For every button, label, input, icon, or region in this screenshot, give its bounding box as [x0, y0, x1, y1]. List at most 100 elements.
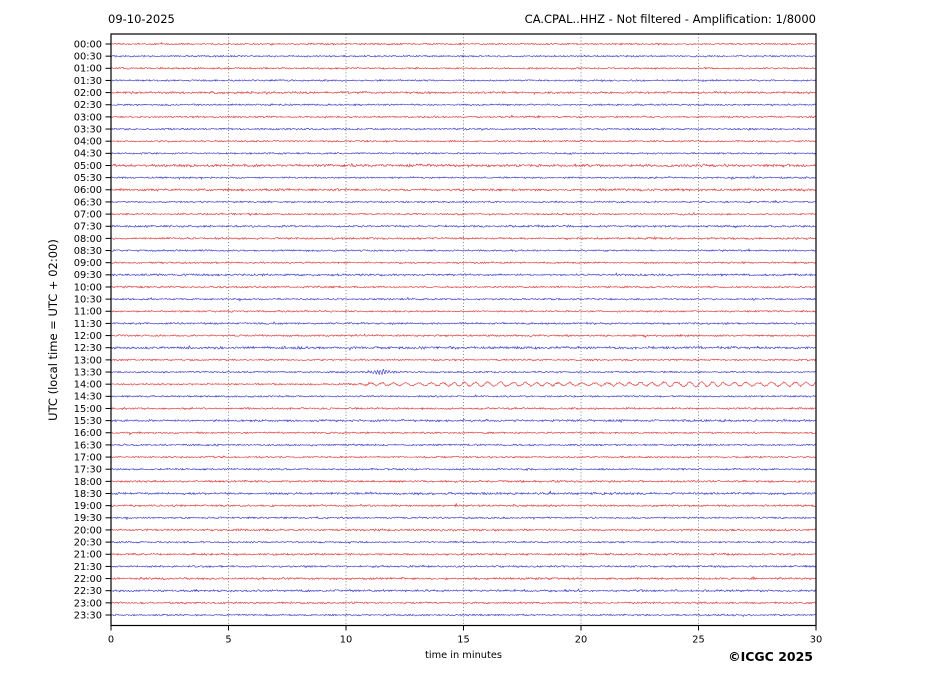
y-tick-label: 22:30: [74, 586, 102, 597]
y-tick-label: 18:00: [74, 477, 102, 488]
trace-row-1900: [110, 503, 816, 508]
trace-row-0030: [110, 54, 816, 58]
trace-row-0530: [110, 175, 816, 180]
x-tick-label: 5: [225, 635, 231, 646]
y-tick-label: 14:30: [74, 392, 102, 403]
y-tick-label: 09:30: [74, 270, 102, 281]
y-tick-label: 11:30: [74, 319, 102, 330]
trace-row-1630: [110, 443, 816, 447]
y-tick-label: 04:00: [74, 137, 102, 148]
y-tick-label: 01:30: [74, 76, 102, 87]
y-tick-label: 03:00: [74, 112, 102, 123]
trace-row-1230: [110, 345, 816, 351]
y-tick-label: 12:30: [74, 343, 102, 354]
trace-row-0200: [110, 90, 816, 95]
y-tick-label: 17:00: [74, 452, 102, 463]
y-tick-label: 12:00: [74, 331, 102, 342]
y-tick-label: 20:00: [74, 525, 102, 536]
y-tick-label: 07:30: [74, 222, 102, 233]
trace-row-0100: [110, 66, 816, 70]
trace-row-0830: [110, 248, 816, 253]
trace-row-0300: [110, 114, 816, 119]
x-tick-label: 10: [340, 635, 352, 646]
trace-row-1700: [110, 455, 816, 459]
y-tick-label: 13:00: [74, 355, 102, 366]
y-tick-label: 16:30: [74, 440, 102, 451]
x-tick-label: 20: [575, 635, 587, 646]
trace-row-1400: [110, 381, 816, 388]
y-tick-label: 16:00: [74, 428, 102, 439]
y-tick-label: 06:30: [74, 197, 102, 208]
y-tick-label: 01:00: [74, 64, 102, 75]
trace-row-1530: [110, 418, 816, 423]
y-tick-label: 20:30: [74, 538, 102, 549]
trace-row-0500: [110, 163, 816, 168]
trace-row-1130: [110, 321, 816, 325]
trace-row-0700: [110, 212, 816, 216]
y-tick-label: 15:30: [74, 416, 102, 427]
y-tick-label: 10:30: [74, 295, 102, 306]
trace-row-1200: [110, 333, 816, 338]
x-tick-label: 0: [108, 635, 114, 646]
y-axis-label: UTC (local time = UTC + 02:00): [46, 239, 60, 421]
y-tick-label: 06:00: [74, 185, 102, 196]
trace-row-2200: [110, 576, 816, 581]
y-tick-label: 08:30: [74, 246, 102, 257]
trace-row-0730: [110, 224, 816, 229]
trace-row-0400: [111, 139, 816, 143]
y-tick-label: 00:30: [74, 52, 102, 63]
y-tick-label: 18:30: [74, 489, 102, 500]
trace-row-0230: [110, 103, 816, 107]
y-tick-label: 02:30: [74, 100, 102, 111]
trace-row-1330: [110, 368, 816, 376]
trace-row-1100: [110, 309, 816, 313]
y-tick-label: 07:00: [74, 209, 102, 220]
trace-row-0130: [110, 79, 816, 83]
trace-row-1000: [110, 285, 816, 289]
trace-row-1730: [110, 467, 816, 471]
trace-row-2000: [110, 528, 816, 532]
y-tick-label: 00:00: [74, 39, 102, 50]
trace-row-0330: [110, 127, 816, 131]
plot-area: 00:00 00:3001:0001:3002:0002:3003:0003:30…: [74, 33, 822, 646]
trace-row-0900: [110, 261, 816, 265]
y-tick-label: 10:00: [74, 282, 102, 293]
y-tick-label: 03:30: [74, 124, 102, 135]
trace-row-1030: [110, 296, 816, 302]
y-tick-label: 15:00: [74, 404, 102, 415]
y-tick-label: 17:30: [74, 465, 102, 476]
y-tick-label: 19:00: [74, 501, 102, 512]
trace-row-0800: [110, 236, 816, 241]
date-label: 09-10-2025: [108, 12, 175, 26]
y-tick-label: 05:00: [74, 161, 102, 172]
x-tick-label: 15: [457, 635, 469, 646]
trace-row-2130: [110, 564, 816, 568]
trace-row-1830: [110, 490, 816, 496]
trace-row-0000: [110, 42, 816, 46]
trace-row-1430: [111, 394, 816, 398]
trace-row-0600: [110, 188, 816, 192]
y-tick-label: 23:00: [74, 598, 102, 609]
y-tick-label: 05:30: [74, 173, 102, 184]
trace-row-2030: [110, 540, 816, 544]
y-tick-label: 11:00: [74, 307, 102, 318]
y-tick-label: 19:30: [74, 513, 102, 524]
x-axis-label: time in minutes: [425, 650, 502, 661]
y-tick-label: 13:30: [74, 367, 102, 378]
copyright-label: ©ICGC 2025: [728, 649, 813, 664]
trace-row-1800: [110, 479, 816, 483]
y-tick-label: 23:30: [74, 610, 102, 621]
plot-frame: [110, 33, 817, 627]
trace-row-1500: [110, 407, 816, 410]
y-tick-label: 02:00: [74, 88, 102, 99]
trace-row-1930: [110, 516, 816, 521]
trace-row-0930: [110, 272, 816, 277]
y-tick-label: 09:00: [74, 258, 102, 269]
y-tick-label: 21:30: [74, 562, 102, 573]
y-tick-label: 21:00: [74, 550, 102, 561]
trace-row-0430: [110, 151, 816, 155]
y-tick-label: 14:00: [74, 380, 102, 391]
y-tick-label: 04:30: [74, 149, 102, 160]
